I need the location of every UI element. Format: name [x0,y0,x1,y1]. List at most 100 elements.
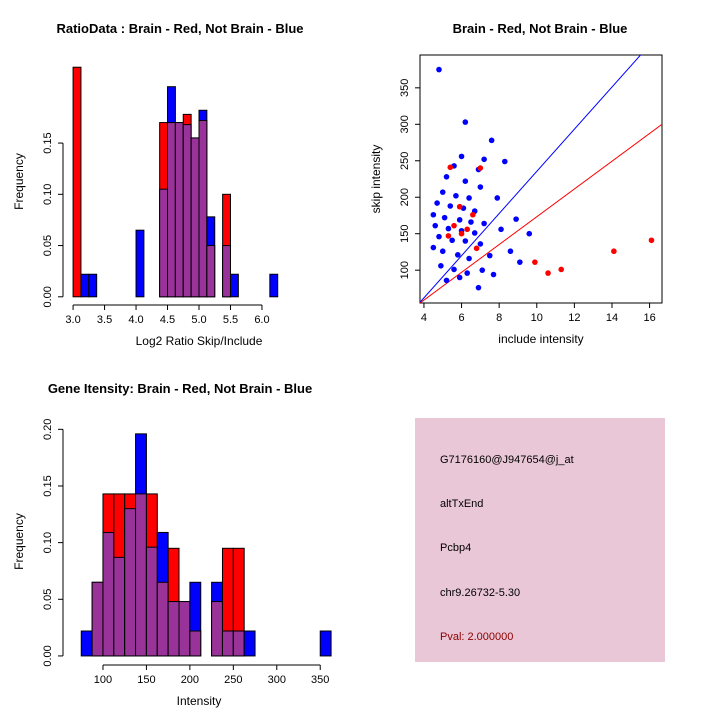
gene-histogram-plot: 100 150 200 250 300 350 0.00 0.05 0.10 0.15 0.20 In… [12,419,332,708]
histogram-bar [72,66,82,298]
scatter-point [445,233,452,239]
scatter-point [471,230,478,236]
y-axis-title: Frequency [12,153,26,210]
scatter-point [517,259,523,265]
fit-line [420,123,662,303]
scatter-point [486,252,493,259]
pval-text: Pval: 2.000000 [440,631,514,643]
scatter-point [436,66,442,73]
x-tick-label: 150 [137,674,155,686]
scatter-point [502,158,508,165]
y-axis-title: skip intensity [369,145,383,214]
x-axis-title: include intensity [498,332,583,346]
x-tick-label: 4.5 [160,314,175,326]
scatter-point [470,211,476,218]
y-tick-label: 0.15 [42,475,54,496]
intensity-scatter-title: Brain - Red, Not Brain - Blue [452,21,628,36]
x-tick-label: 350 [311,674,329,686]
scatter-point [473,245,480,252]
y-tick-label: 300 [399,115,411,133]
y-tick-label: 200 [399,188,411,206]
event-type-text: altTxEnd [440,498,484,510]
x-tick-label: 12 [568,312,580,324]
scatter-point [477,241,484,247]
x-tick-label: 4.0 [128,314,143,326]
x-tick-label: 4 [421,312,427,324]
histogram-bar [80,273,90,298]
scatter-point [430,211,437,218]
histogram-bar [269,273,279,298]
scatter-point [481,156,487,163]
scatter-point [611,248,617,255]
histogram-bar [135,229,145,298]
scatter-point [513,216,519,222]
panel-intensity-scatter: Brain - Red, Not Brain - Blue 4 6 8 10 12 14 1… [360,0,720,360]
x-tick-label: 3.0 [65,314,80,326]
histogram-bar-overlap [159,188,169,298]
x-tick-label: 14 [606,312,618,324]
probe-id-text: G7176160@J947654@j_at [440,454,574,466]
scatter-point [441,214,448,221]
histogram-bar-overlap [102,531,115,657]
x-tick-label: 3.5 [97,314,112,326]
x-tick-label: 6 [458,312,464,324]
histogram-bar-overlap [124,508,137,657]
scatter-point [438,263,444,269]
scatter-point [494,195,501,201]
y-tick-label: 100 [399,261,411,279]
ratio-histogram-plot: 3.0 3.5 4.0 4.5 5.0 5.5 6.0 0.00 0.05 0.10 0.15 Log… [12,66,279,348]
scatter-point [477,165,484,171]
histogram-bar-overlap [211,601,223,657]
histogram-bar-overlap [91,581,104,657]
histogram-bar-overlap [182,124,192,298]
scatter-point [445,225,452,232]
scatter-point [462,178,469,184]
scatter-point [464,270,470,276]
scatter-point [456,203,463,210]
histogram-bar-overlap [198,120,208,298]
scatter-point [462,119,469,125]
y-axis-title: Frequency [12,513,26,570]
histogram-bar [80,630,93,657]
x-axis-title: Log2 Ratio Skip/Include [136,334,263,348]
scatter-point [477,184,484,190]
probe-info-box: G7176160@J947654@j_at altTxEnd Pcbp4 chr… [415,418,665,662]
histogram-bar-overlap [222,245,231,298]
scatter-point [458,230,465,237]
scatter-point [458,153,465,160]
plot-content [420,55,662,303]
gene-name-text: Pcbp4 [440,542,472,554]
panel-ratio-histogram: RatioData : Brain - Red, Not Brain - Blu… [0,0,360,360]
x-tick-label: 10 [531,312,543,324]
histogram-bar-overlap [189,630,202,657]
scatter-point [464,226,470,233]
histogram-bar-overlap [145,546,158,657]
x-tick-label: 6.0 [254,314,269,326]
histogram-bar [88,273,98,298]
scatter-point [526,230,533,237]
x-tick-label: 300 [268,674,286,686]
y-tick-label: 150 [399,225,411,243]
y-tick-label: 0.10 [42,532,54,553]
ratio-histogram-title: RatioData : Brain - Red, Not Brain - Blu… [56,21,304,36]
scatter-point [498,226,504,233]
histogram-bar [319,630,332,657]
y-tick-label: 0.20 [42,419,54,440]
scatter-point [466,195,472,201]
scatter-point [439,189,446,195]
scatter-point [490,271,497,278]
y-tick-label: 0.15 [42,132,54,153]
y-tick-label: 0.10 [42,184,54,205]
histogram-bar-overlap [206,245,216,298]
fit-line [420,55,642,303]
scatter-point [430,244,437,251]
y-tick-label: 0.00 [42,286,54,307]
locus-text: chr9.26732-5.30 [440,587,521,599]
y-tick-label: 250 [399,152,411,170]
x-tick-label: 100 [94,674,112,686]
y-tick-label: 0.00 [42,645,54,666]
histogram-bar-overlap [190,137,200,298]
panel-gene-histogram: Gene Itensity: Brain - Red, Not Brain - … [0,360,360,720]
histogram-bar [243,630,256,657]
